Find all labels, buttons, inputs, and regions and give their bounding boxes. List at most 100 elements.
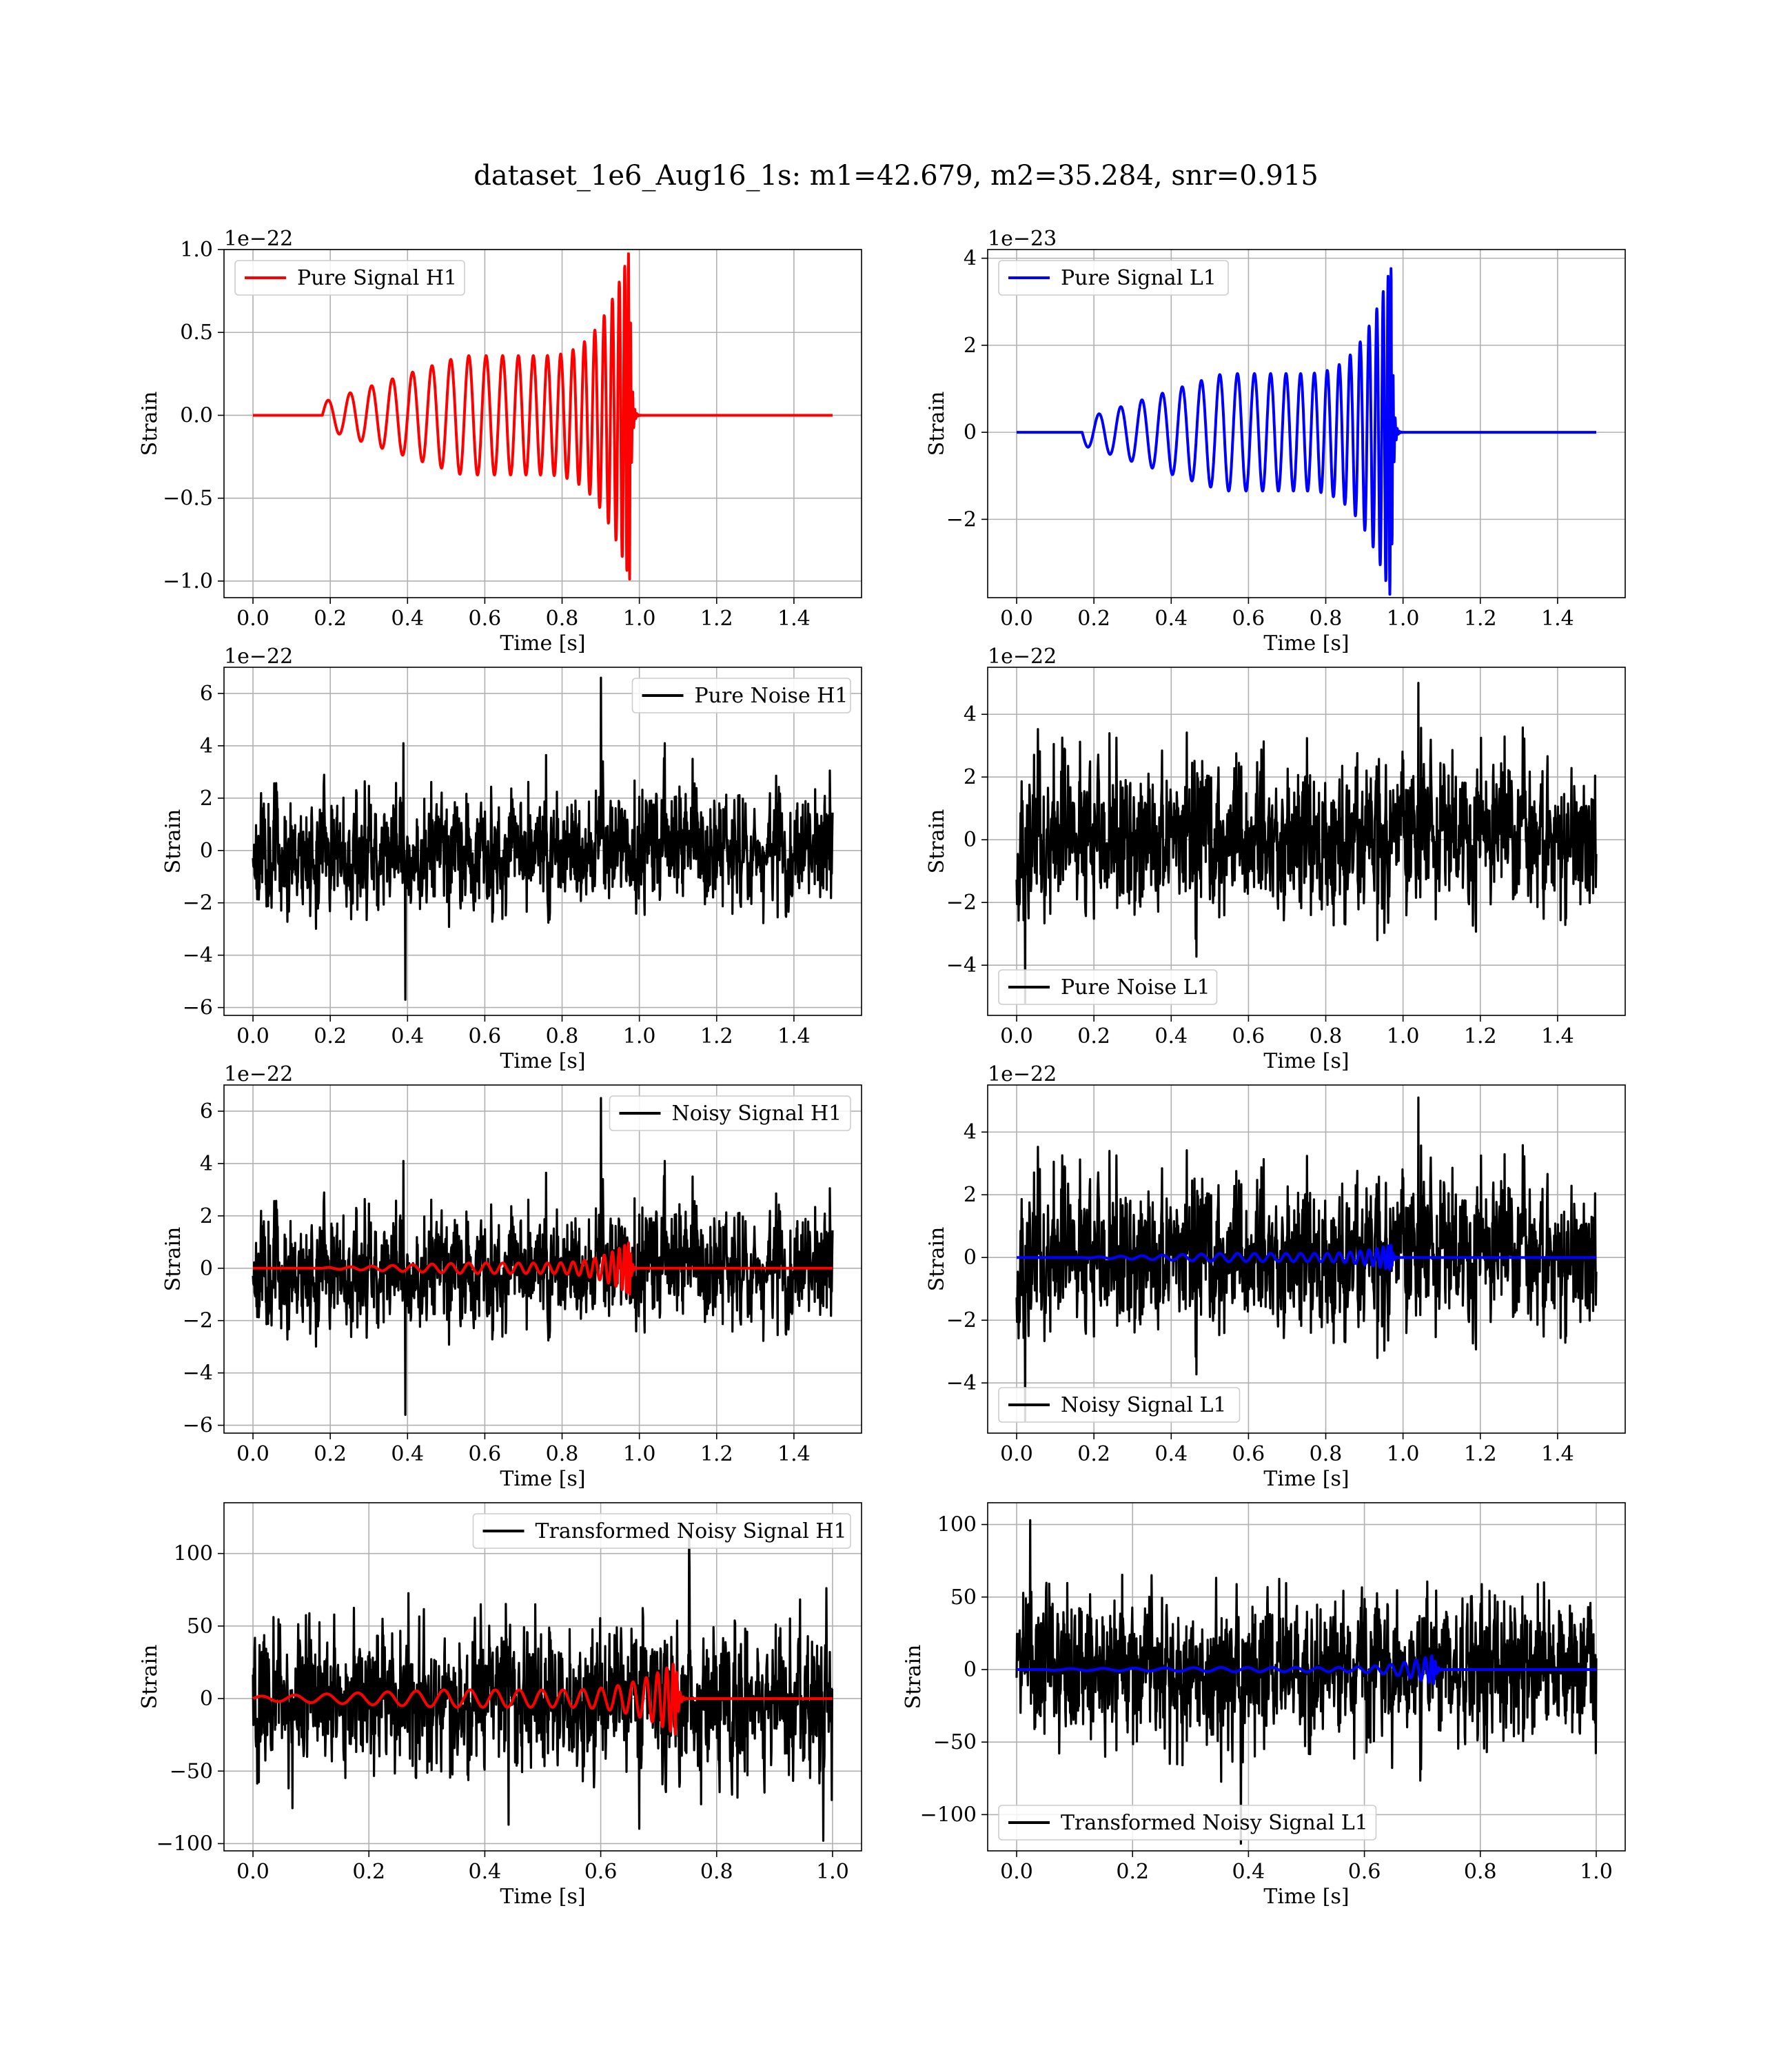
x-tick-label: 1.2 [1464, 1442, 1497, 1466]
series-line-2 [1015, 1654, 1598, 1685]
legend-label: Transformed Noisy Signal H1 [536, 1519, 847, 1543]
x-axis-label: Time [s] [1263, 1467, 1349, 1491]
subplot-2: 0.0 0.2 0.4 0.6 0.8 1.0 1.2 1.4 −2 0 2 4 Time [s] Str… [925, 227, 1626, 656]
x-tick-label: 1.0 [623, 1442, 656, 1466]
x-tick-label: 0.4 [1154, 607, 1188, 631]
axis-offset-label: 1e−22 [224, 227, 293, 251]
x-tick-label: 0.0 [236, 1024, 269, 1048]
x-tick-label: 0.2 [314, 1442, 347, 1466]
y-tick-label: 0 [964, 1658, 977, 1682]
plot-area [1015, 1096, 1598, 1422]
series-line-2 [1015, 1244, 1598, 1271]
x-axis-label: Time [s] [500, 1885, 585, 1909]
x-tick-label: 0.8 [1310, 1442, 1343, 1466]
y-axis-label: Strain [925, 392, 949, 456]
x-axis-label: Time [s] [500, 631, 585, 656]
legend: Pure Noise H1 [631, 678, 851, 713]
legend: Transformed Noisy Signal H1 [472, 1513, 851, 1549]
axes-frame [223, 667, 862, 1016]
y-tick-label: −100 [156, 1832, 213, 1856]
x-tick-label: 1.4 [1541, 607, 1574, 631]
legend-label: Pure Signal H1 [297, 266, 457, 290]
y-tick-label: −50 [933, 1730, 977, 1754]
plot-area [252, 252, 834, 581]
axis-offset-label: 1e−22 [988, 1062, 1057, 1086]
y-tick-label: 4 [964, 702, 977, 727]
y-tick-label: 100 [937, 1513, 977, 1537]
y-tick-label: −2 [946, 1308, 977, 1332]
x-tick-label: 0.8 [546, 1024, 579, 1048]
y-tick-label: 0.0 [180, 403, 213, 427]
y-tick-label: 6 [200, 682, 213, 706]
axis-offset-label: 1e−22 [988, 645, 1057, 669]
y-tick-label: −1.0 [163, 569, 213, 594]
x-tick-label: 1.4 [777, 607, 811, 631]
subplot-6: 0.0 0.2 0.4 0.6 0.8 1.0 1.2 1.4 −4 −2 0 2 4 Time [s] S… [925, 1062, 1626, 1491]
x-tick-label: 0.8 [1310, 1024, 1343, 1048]
legend: Pure Noise L1 [998, 969, 1218, 1005]
legend: Pure Signal L1 [998, 260, 1229, 296]
y-tick-label: 0.5 [180, 321, 213, 345]
axis-offset-label: 1e−22 [224, 645, 293, 669]
x-tick-label: 0.2 [314, 1024, 347, 1048]
axes-frame [987, 667, 1626, 1016]
subplot-grid: 0.0 0.2 0.4 0.6 0.8 1.0 1.2 1.4 −1.0 −0.5 0.0 0.5 1.… [138, 227, 1626, 1909]
x-tick-label: 1.4 [1541, 1442, 1574, 1466]
series-line-2 [252, 1241, 834, 1296]
y-axis-label: Strain [925, 1227, 949, 1292]
y-tick-label: 2 [964, 765, 977, 789]
y-tick-label: −4 [183, 944, 213, 968]
series-line-2 [252, 1663, 834, 1736]
series-line-1 [1015, 267, 1598, 596]
plot-area [1015, 267, 1598, 596]
x-tick-label: 1.0 [1580, 1860, 1613, 1884]
legend-label: Noisy Signal H1 [672, 1102, 842, 1126]
x-tick-label: 0.2 [1077, 1024, 1110, 1048]
plot-area [1015, 1519, 1598, 1845]
x-tick-label: 1.2 [1464, 607, 1497, 631]
x-tick-label: 0.8 [700, 1860, 733, 1884]
y-tick-label: 0 [964, 420, 977, 445]
y-tick-label: 4 [200, 734, 213, 758]
axes-frame [223, 1084, 862, 1434]
x-tick-label: 0.4 [391, 1442, 424, 1466]
x-tick-label: 0.4 [391, 1024, 424, 1048]
y-tick-label: −4 [946, 953, 977, 977]
legend-box [472, 1513, 851, 1549]
x-tick-label: 0.6 [584, 1860, 618, 1884]
y-tick-label: 1.0 [180, 238, 213, 262]
legend-label: Pure Signal L1 [1061, 266, 1216, 290]
x-tick-label: 1.4 [777, 1024, 811, 1048]
x-tick-label: 1.0 [816, 1860, 849, 1884]
axes-frame [987, 249, 1626, 598]
legend-box [631, 678, 851, 713]
y-tick-label: 0 [964, 1246, 977, 1270]
x-axis-label: Time [s] [500, 1049, 585, 1073]
subplot-8: 0.0 0.2 0.4 0.6 0.8 1.0 −100 −50 0 50 100 Time [s] S… [902, 1502, 1626, 1909]
y-tick-label: 2 [200, 787, 213, 811]
subplot-5: 0.0 0.2 0.4 0.6 0.8 1.0 1.2 1.4 −6 −4 −2 0 2 4 6 Time [… [161, 1062, 862, 1491]
series-line-1 [252, 676, 834, 1001]
legend-label: Pure Noise L1 [1061, 975, 1210, 1000]
x-tick-label: 0.4 [1154, 1442, 1188, 1466]
y-tick-label: 4 [964, 1120, 977, 1144]
y-tick-label: 2 [200, 1204, 213, 1228]
x-tick-label: 0.0 [1000, 1024, 1033, 1048]
axes-frame [987, 1084, 1626, 1434]
x-tick-label: 1.0 [1387, 1024, 1420, 1048]
legend-box [609, 1095, 851, 1131]
x-tick-label: 1.2 [1464, 1024, 1497, 1048]
x-tick-label: 0.0 [236, 1860, 269, 1884]
axis-offset-label: 1e−22 [224, 1062, 293, 1086]
y-axis-label: Strain [902, 1645, 926, 1710]
x-tick-label: 0.6 [1232, 1442, 1265, 1466]
x-tick-label: 0.2 [1077, 1442, 1110, 1466]
subplot-3: 0.0 0.2 0.4 0.6 0.8 1.0 1.2 1.4 −6 −4 −2 0 2 4 6 Time [… [161, 645, 862, 1073]
legend-label: Noisy Signal L1 [1061, 1393, 1226, 1417]
legend-box [234, 260, 465, 296]
subplot-7: 0.0 0.2 0.4 0.6 0.8 1.0 −100 −50 0 50 100 Time [s] S… [138, 1502, 862, 1909]
x-tick-label: 1.0 [623, 607, 656, 631]
x-tick-label: 0.0 [1000, 1860, 1033, 1884]
y-axis-label: Strain [161, 1227, 185, 1292]
